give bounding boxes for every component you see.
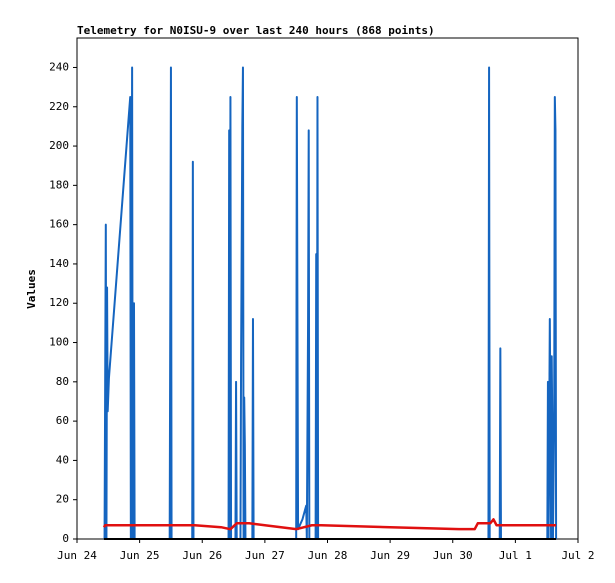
x-tick-label: Jul 2 bbox=[561, 549, 594, 562]
y-tick-label: 100 bbox=[49, 336, 69, 349]
x-tick-label: Jun 30 bbox=[433, 549, 473, 562]
y-tick-label: 0 bbox=[62, 532, 69, 545]
y-tick-label: 240 bbox=[49, 60, 69, 73]
x-tick-label: Jun 24 bbox=[57, 549, 97, 562]
x-tick-label: Jun 28 bbox=[308, 549, 348, 562]
x-tick-label: Jun 26 bbox=[182, 549, 222, 562]
y-tick-label: 160 bbox=[49, 218, 69, 231]
series-line bbox=[102, 518, 557, 531]
y-tick-label: 60 bbox=[56, 414, 69, 427]
x-tick-label: Jun 27 bbox=[245, 549, 285, 562]
x-tick-label: Jun 25 bbox=[120, 549, 160, 562]
y-axis-label: Values bbox=[25, 269, 38, 309]
plot-frame bbox=[76, 37, 579, 540]
x-tick-label: Jun 29 bbox=[370, 549, 410, 562]
y-tick-label: 180 bbox=[49, 178, 69, 191]
y-tick-label: 140 bbox=[49, 257, 69, 270]
y-tick-label: 200 bbox=[49, 139, 69, 152]
series-line bbox=[103, 66, 558, 540]
y-tick-label: 80 bbox=[56, 375, 69, 388]
x-tick-label: Jul 1 bbox=[499, 549, 532, 562]
chart-title: Telemetry for N0ISU-9 over last 240 hour… bbox=[77, 24, 435, 37]
y-tick-label: 220 bbox=[49, 100, 69, 113]
y-tick-label: 20 bbox=[56, 493, 69, 506]
y-tick-label: 40 bbox=[56, 453, 69, 466]
y-tick-label: 120 bbox=[49, 296, 69, 309]
